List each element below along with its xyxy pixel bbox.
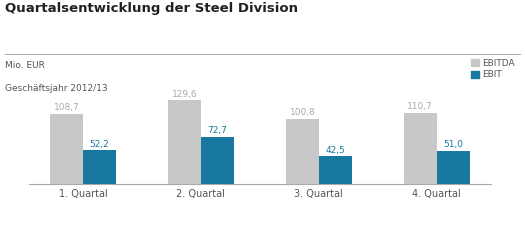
Text: Mio. EUR: Mio. EUR bbox=[5, 61, 45, 70]
Text: 52,2: 52,2 bbox=[90, 140, 109, 149]
Bar bbox=[168, 100, 201, 184]
Text: Geschäftsjahr 2012/13: Geschäftsjahr 2012/13 bbox=[5, 84, 108, 93]
Text: 129,6: 129,6 bbox=[172, 90, 197, 99]
Bar bbox=[404, 113, 437, 184]
Bar bbox=[50, 114, 83, 184]
Text: 108,7: 108,7 bbox=[54, 103, 79, 112]
Bar bbox=[286, 119, 319, 184]
Bar bbox=[201, 137, 234, 184]
Text: Quartalsentwicklung der Steel Division: Quartalsentwicklung der Steel Division bbox=[5, 2, 298, 15]
Legend: EBITDA, EBIT: EBITDA, EBIT bbox=[471, 59, 515, 79]
Bar bbox=[83, 150, 116, 184]
Text: 110,7: 110,7 bbox=[407, 102, 433, 111]
Text: 42,5: 42,5 bbox=[326, 146, 345, 155]
Text: 51,0: 51,0 bbox=[443, 140, 464, 149]
Bar bbox=[319, 156, 352, 184]
Bar bbox=[437, 151, 470, 184]
Text: 100,8: 100,8 bbox=[289, 108, 315, 117]
Text: 72,7: 72,7 bbox=[207, 126, 227, 136]
